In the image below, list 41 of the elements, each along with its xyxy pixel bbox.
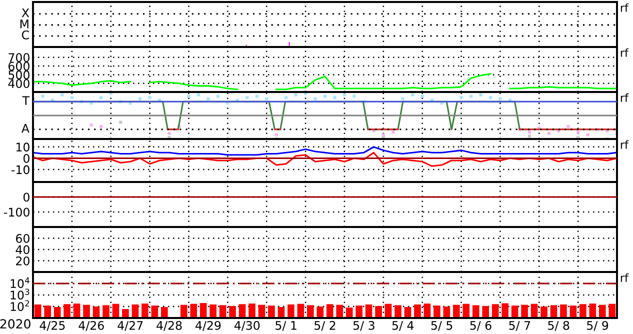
y-tick-label: 0 [23,154,30,163]
y-tick-label: 10 [16,142,30,152]
y-tick-label: -100 [4,208,30,217]
x-tick-label: 5/ 8 [548,320,570,331]
y-tick-label: -10 [12,165,30,174]
ref-line-label: C [22,30,29,40]
y-tick-label: 10$^{3}$ [10,288,30,300]
ref-line-label: A [22,124,30,133]
text: rf [620,140,629,149]
ref-line-label: M [20,20,28,28]
x-tick-label: 5/ 1 [276,321,296,331]
x-tick-label: 5/ 4 [392,321,414,331]
x-tick-label: 5/ 2 [314,320,336,331]
y-tick-label: 400 [8,79,30,88]
x-axis-title: 2020 [0,319,30,329]
x-tick-label: 4/28 [156,320,182,331]
text: rf [620,3,629,12]
y-tick-label: 500 [8,70,30,80]
x-tick-label: 4/27 [118,320,143,331]
y-tick-label: 60 [16,234,30,243]
y-tick-label: 20 [16,256,30,266]
y-tick-label: 10$^{2}$ [10,300,30,312]
x-tick-label: 5/ 7 [509,321,530,331]
y-tick-label: 0 [23,192,30,202]
ref-line-label: X [22,8,30,18]
x-tick-label: 4/30 [234,320,260,331]
y-tick-label: 700 [8,53,30,62]
x-tick-label: 5/ 9 [587,320,608,331]
text: rf [620,273,629,282]
y-tick-label: 10$^{4}$ [10,277,30,288]
x-tick-label: 4/29 [196,320,221,331]
x-tick-label: 5/ 5 [431,321,452,331]
x-tick-label: 5/ 6 [470,320,492,331]
x-tick-label: 4/26 [78,320,104,331]
y-tick-label: 40 [16,245,30,254]
x-tick-label: 4/25 [40,320,65,331]
text: rf [620,48,629,57]
text: rf [620,93,629,102]
ref-line-label: T [22,96,30,105]
x-tick-label: 5/ 3 [353,320,374,331]
y-tick-label: 600 [8,62,30,71]
